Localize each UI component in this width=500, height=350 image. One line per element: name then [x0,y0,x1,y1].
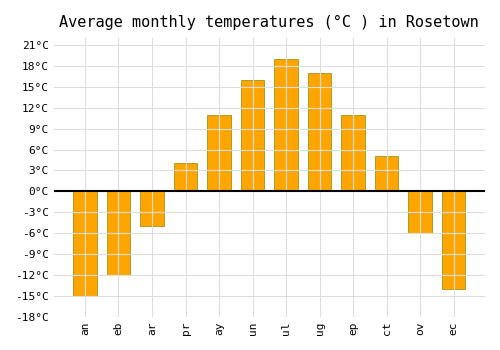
Bar [241,80,264,191]
Bar [308,73,332,191]
Bar [375,156,398,191]
Bar [208,115,231,191]
Bar [73,191,96,296]
Bar [274,59,298,191]
Bar [140,191,164,226]
Bar [174,163,197,191]
Bar [408,191,432,233]
Bar [442,191,466,289]
Bar [342,115,365,191]
Bar [106,191,130,275]
Title: Average monthly temperatures (°C ) in Rosetown: Average monthly temperatures (°C ) in Ro… [60,15,479,30]
